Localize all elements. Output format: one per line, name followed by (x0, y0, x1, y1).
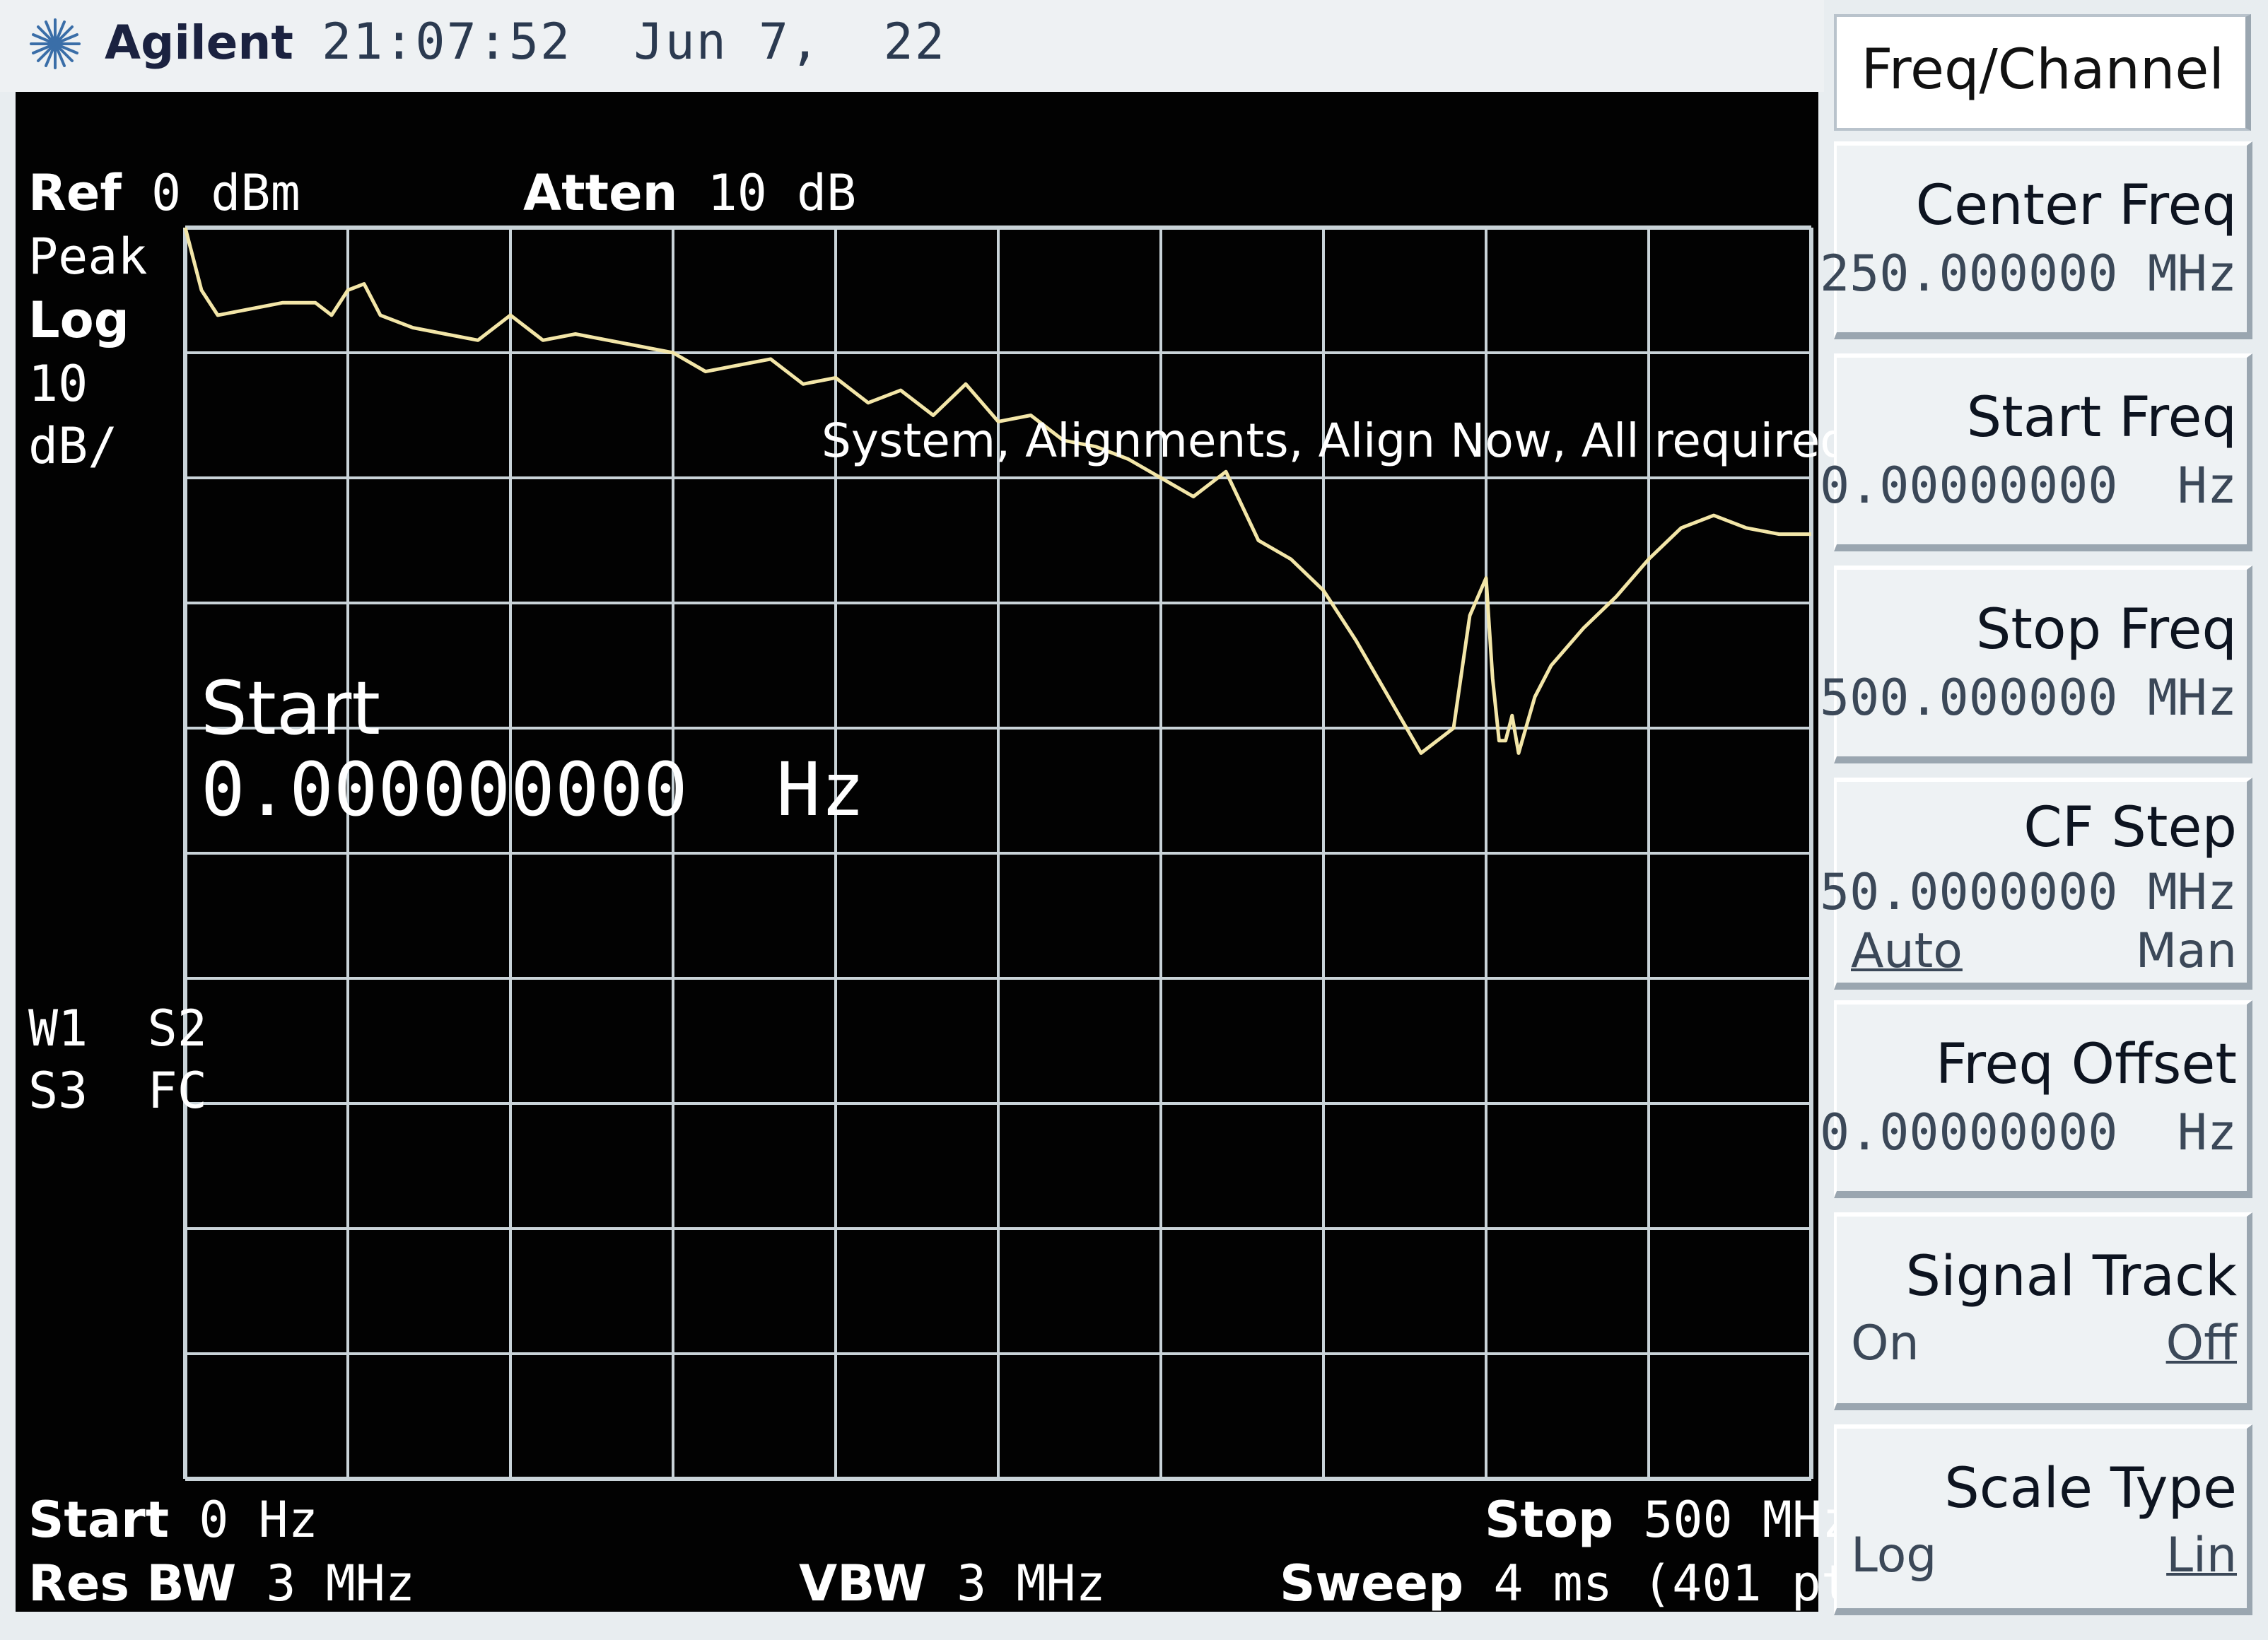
signal-track-off-option[interactable]: Off (2165, 1316, 2237, 1371)
alignment-message: System, Alignments, Align Now, All requi… (822, 414, 1850, 468)
brand-name: Agilent (105, 16, 293, 70)
cf-step-auto-option[interactable]: Auto (1851, 923, 1963, 979)
softkey-label: Freq Offset (1935, 1033, 2237, 1096)
agilent-spark-icon (30, 18, 81, 69)
scale-type-log-option[interactable]: Log (1851, 1528, 1937, 1583)
freq-offset-softkey[interactable]: Freq Offset 0.00000000 Hz (1820, 1000, 2252, 1198)
cf-step-softkey[interactable]: CF Step 50.0000000 MHz Auto Man (1820, 778, 2252, 990)
softkey-value: 0.00000000 Hz (1819, 457, 2237, 515)
scale-unit: dB/ (28, 417, 118, 475)
top-status-bar: Agilent 21:07:52 Jun 7, 22 (0, 0, 1824, 92)
date-time: 21:07:52 Jun 7, 22 (322, 13, 946, 71)
detector-mode: Peak (28, 228, 148, 286)
resolution-bandwidth: Res BW 3 MHz (28, 1554, 416, 1612)
center-freq-softkey[interactable]: Center Freq 250.000000 MHz (1820, 141, 2252, 339)
scale-type-softkey[interactable]: Scale Type Log Lin (1834, 1424, 2252, 1615)
attenuation: Atten 10 dB (523, 164, 857, 222)
signal-track-on-option[interactable]: On (1851, 1316, 1919, 1371)
stop-frequency: Stop 500 MHz (1485, 1491, 1852, 1549)
start-frequency: Start 0 Hz (28, 1491, 318, 1549)
trace-flags-2: S3 FC (28, 1062, 207, 1120)
active-function-label: Start (201, 665, 381, 751)
scale-type: Log (28, 291, 129, 349)
cf-step-man-option[interactable]: Man (2135, 923, 2237, 979)
menu-title: Freq/Channel (1834, 14, 2251, 131)
softkey-value: 50.0000000 MHz (1819, 863, 2237, 921)
softkey-label: Scale Type (1944, 1457, 2237, 1521)
stop-freq-softkey[interactable]: Stop Freq 500.000000 MHz (1820, 566, 2252, 763)
signal-track-softkey[interactable]: Signal Track On Off (1834, 1212, 2252, 1410)
spectrum-display: Ref 0 dBm Atten 10 dB Peak Log 10 dB/ W1… (16, 92, 1910, 1612)
ref-level: Ref 0 dBm (28, 164, 300, 222)
scale-per-division: 10 (28, 355, 88, 413)
softkey-label: Stop Freq (1975, 598, 2237, 662)
start-freq-softkey[interactable]: Start Freq 0.00000000 Hz (1820, 353, 2252, 551)
spectrum-plot (183, 226, 1813, 1481)
trace-flags-1: W1 S2 (28, 1000, 207, 1058)
softkey-label: Center Freq (1915, 174, 2237, 238)
softkey-label: Start Freq (1966, 386, 2237, 450)
softkey-label: Signal Track (1905, 1245, 2238, 1308)
softkey-label: CF Step (2023, 796, 2237, 860)
sweep-time: Sweep 4 ms (401 pts) (1280, 1554, 1911, 1612)
scale-type-lin-option[interactable]: Lin (2166, 1528, 2237, 1583)
active-function-value: 0.000000000 Hz (201, 746, 865, 833)
softkey-value: 500.000000 MHz (1819, 669, 2237, 727)
softkey-value: 0.00000000 Hz (1819, 1103, 2237, 1161)
softkey-value: 250.000000 MHz (1819, 245, 2237, 303)
video-bandwidth: VBW 3 MHz (799, 1554, 1106, 1612)
spectrum-trace (183, 227, 1811, 755)
